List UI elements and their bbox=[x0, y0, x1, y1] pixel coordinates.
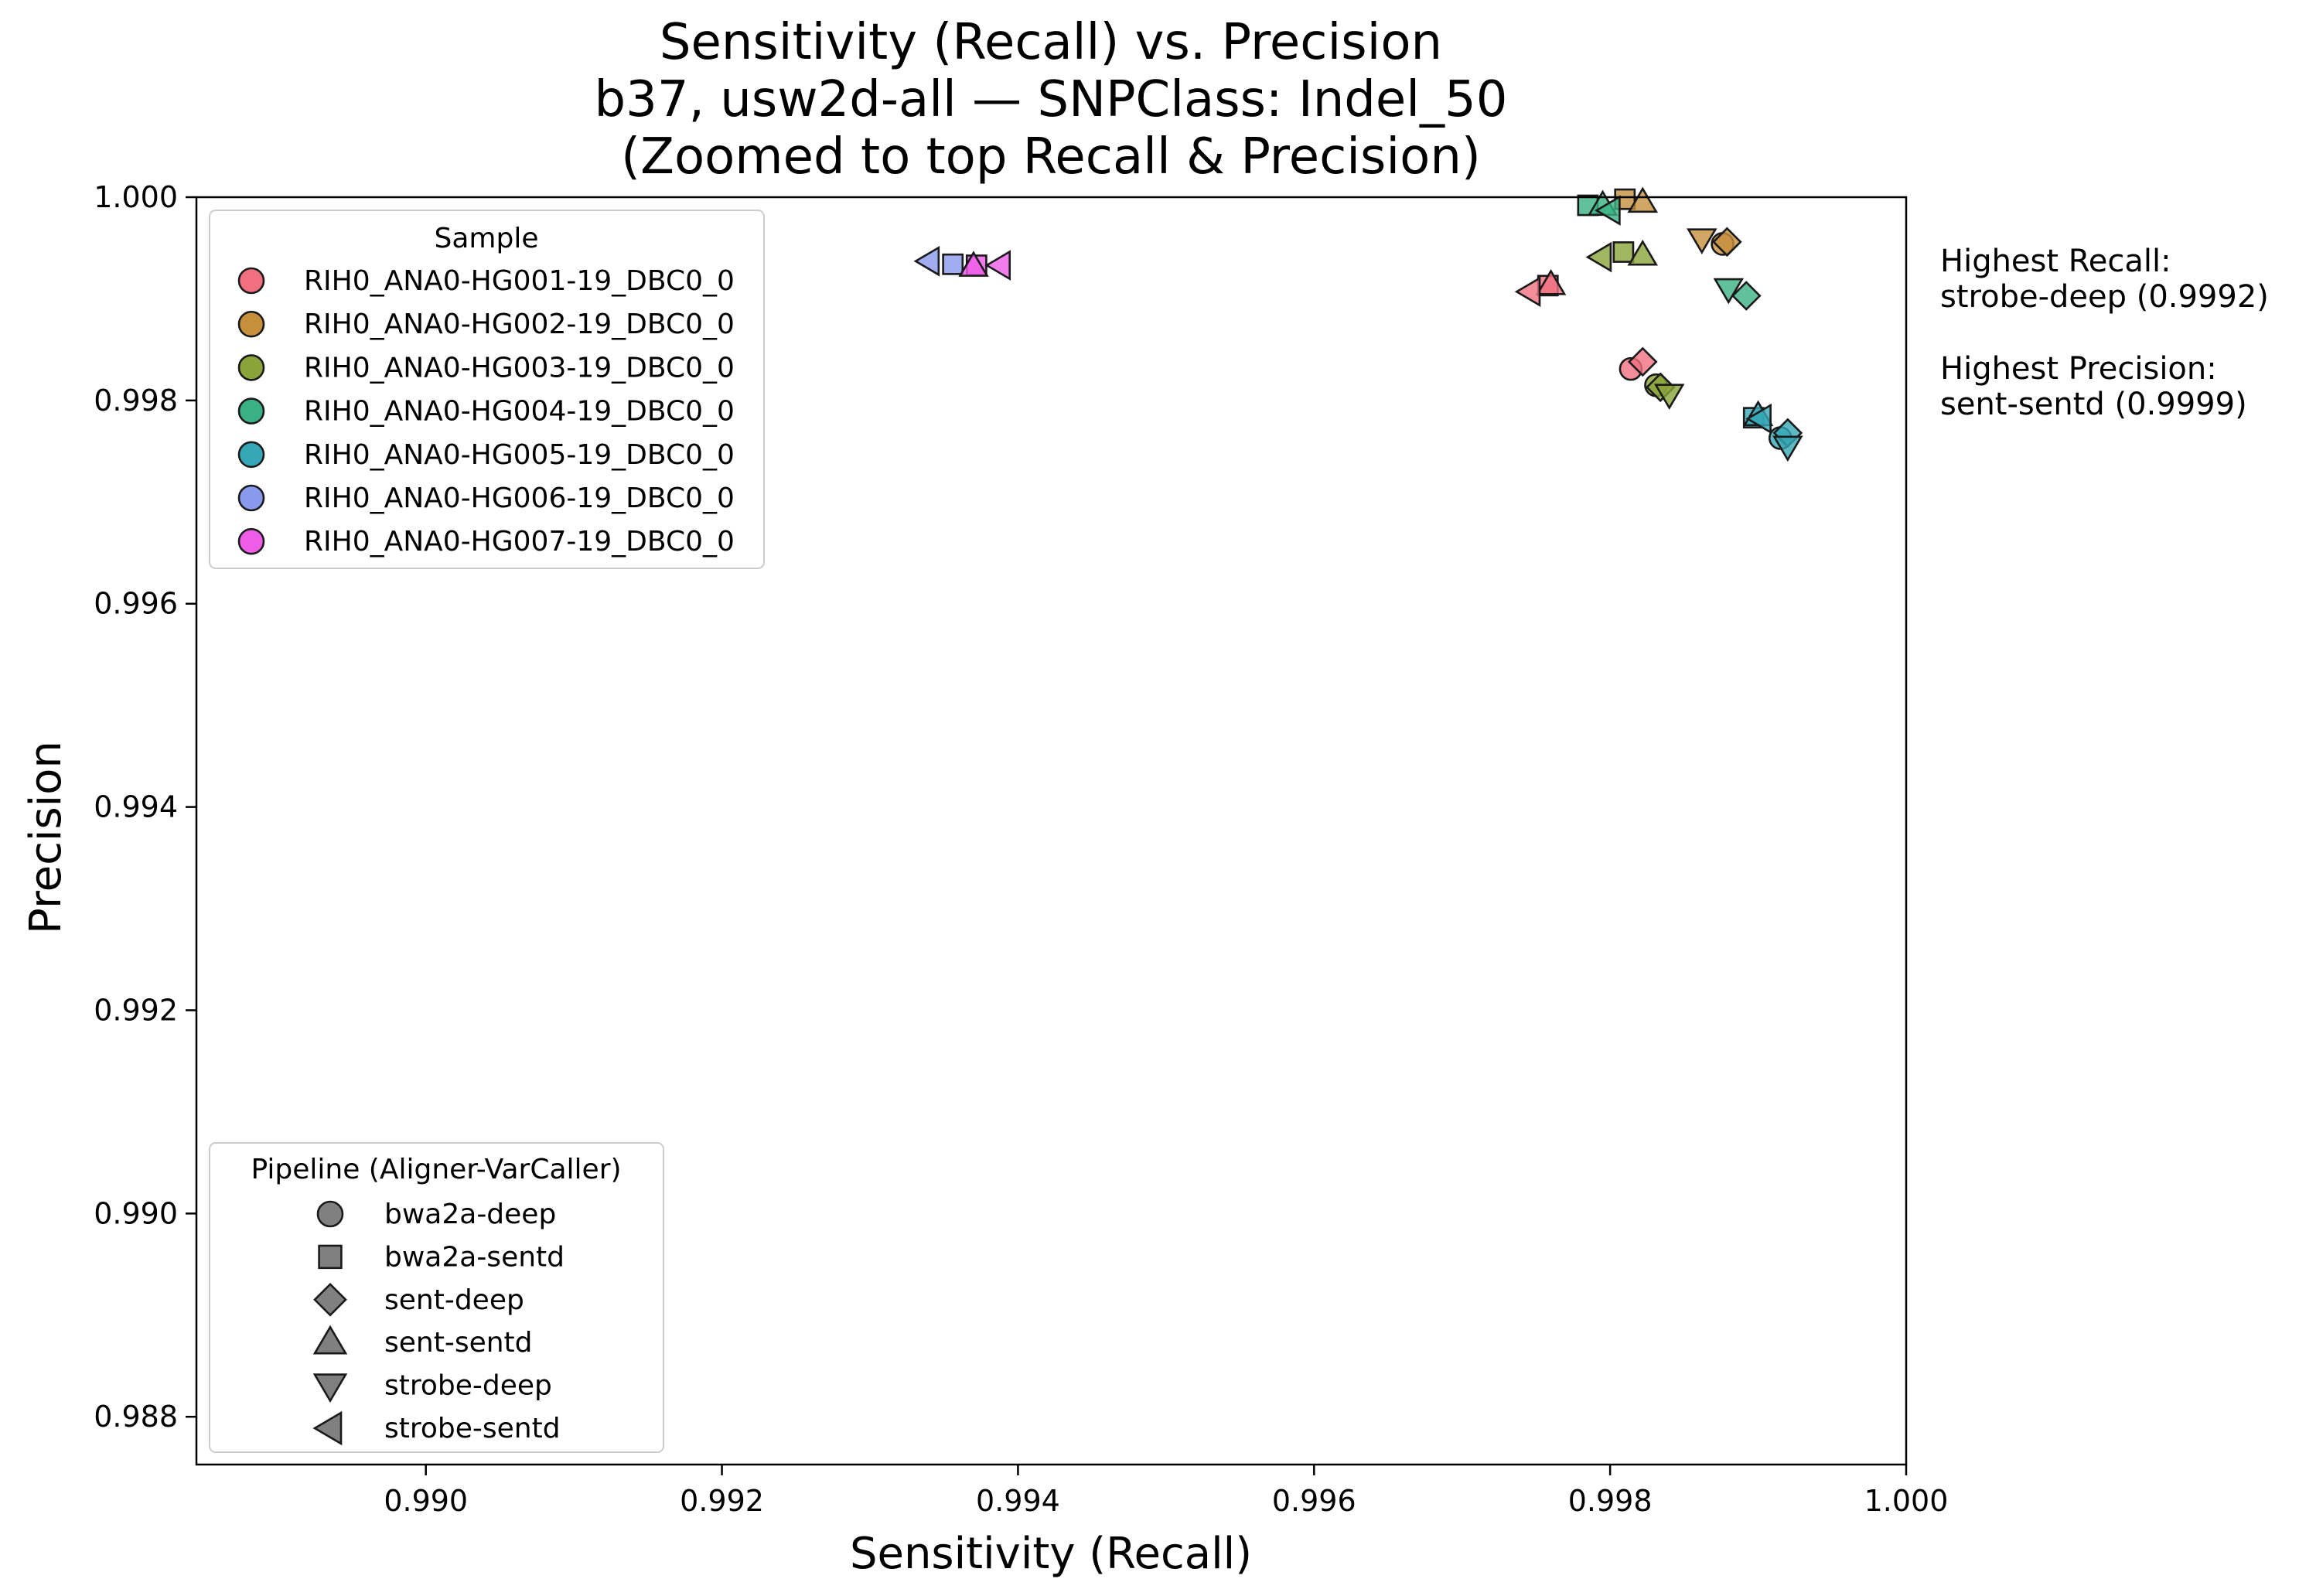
annotation-recall-heading: Highest Recall: bbox=[1940, 244, 2171, 279]
data-point bbox=[1535, 268, 1567, 295]
pipeline-legend-label: bwa2a-sentd bbox=[384, 1241, 565, 1273]
data-point bbox=[1745, 403, 1772, 435]
sample-legend-swatch bbox=[237, 397, 265, 425]
x-axis-label: Sensitivity (Recall) bbox=[850, 1529, 1252, 1579]
chart-subtitle-2: (Zoomed to top Recall & Precision) bbox=[621, 128, 1481, 186]
data-point bbox=[1627, 346, 1658, 377]
pipeline-legend-title: Pipeline (Aligner-VarCaller) bbox=[251, 1154, 621, 1185]
data-point bbox=[958, 251, 989, 277]
data-point bbox=[942, 253, 964, 275]
sample-legend-swatch bbox=[237, 441, 265, 469]
data-point bbox=[1627, 239, 1659, 266]
axis-ticks: 0.990 0.992 0.994 0.996 0.998 1.000 0.988 0.990… bbox=[94, 180, 1948, 1518]
sample-legend-box bbox=[209, 210, 765, 569]
data-point bbox=[1712, 227, 1742, 257]
data-point bbox=[1585, 241, 1612, 273]
x-tick-label: 0.990 bbox=[384, 1484, 468, 1518]
pipeline-legend-label: sent-sentd bbox=[384, 1327, 533, 1359]
annotation-recall-value: strobe-deep (0.9992) bbox=[1940, 279, 2269, 315]
pipeline-legend-marker bbox=[312, 1410, 343, 1446]
sample-legend-swatch bbox=[237, 267, 265, 295]
chart-title: Sensitivity (Recall) vs. Precision bbox=[660, 14, 1442, 71]
sample-legend-items: RIH0_ANA0-HG001-19_DBC0_0 RIH0_ANA0-HG002… bbox=[237, 265, 735, 558]
y-tick-label: 0.994 bbox=[94, 790, 178, 824]
x-tick-label: 0.998 bbox=[1568, 1484, 1653, 1518]
sample-legend-label: RIH0_ANA0-HG004-19_DBC0_0 bbox=[304, 396, 735, 428]
data-points bbox=[913, 186, 1803, 462]
pipeline-legend-marker bbox=[312, 1325, 348, 1355]
sample-legend-label: RIH0_ANA0-HG006-19_DBC0_0 bbox=[304, 483, 735, 514]
pipeline-legend-marker bbox=[312, 1373, 348, 1403]
pipeline-legend-label: strobe-sentd bbox=[384, 1413, 561, 1444]
data-point bbox=[1687, 228, 1717, 254]
pipeline-legend-marker bbox=[318, 1244, 343, 1270]
sample-legend: Sample RIH0_ANA0-HG001-19_DBC0_0RIH0_ANA… bbox=[209, 210, 765, 569]
data-point bbox=[913, 246, 940, 277]
pipeline-legend-label: sent-deep bbox=[384, 1284, 524, 1316]
data-point bbox=[1731, 281, 1762, 311]
data-point bbox=[1595, 195, 1621, 226]
sample-legend-swatch bbox=[237, 484, 265, 512]
plot-frame bbox=[195, 196, 1908, 1466]
sample-legend-label: RIH0_ANA0-HG001-19_DBC0_0 bbox=[304, 265, 735, 297]
data-point bbox=[984, 250, 1011, 281]
data-point bbox=[1653, 384, 1685, 411]
sample-legend-label: RIH0_ANA0-HG003-19_DBC0_0 bbox=[304, 352, 735, 384]
x-tick-label: 0.992 bbox=[680, 1484, 764, 1518]
sample-legend-title: Sample bbox=[435, 223, 539, 254]
y-tick-label: 0.992 bbox=[94, 993, 178, 1027]
sample-legend-swatch bbox=[237, 310, 265, 338]
annotation-precision-value: sent-sentd (0.9999) bbox=[1940, 387, 2247, 422]
chart-subtitle: b37, usw2d-all — SNPClass: Indel_50 bbox=[595, 71, 1508, 128]
sample-legend-swatch bbox=[237, 354, 265, 381]
y-tick-label: 0.988 bbox=[94, 1400, 178, 1434]
pipeline-legend-items: bwa2a-deep bwa2a-sentd sent-deep sent-sentd… bbox=[312, 1199, 565, 1446]
annotation-precision-heading: Highest Precision: bbox=[1940, 351, 2217, 387]
data-point bbox=[1627, 186, 1659, 213]
x-tick-label: 0.994 bbox=[976, 1484, 1060, 1518]
y-tick-label: 0.998 bbox=[94, 384, 178, 418]
y-tick-label: 1.000 bbox=[94, 180, 178, 214]
y-tick-label: 0.996 bbox=[94, 587, 178, 621]
y-axis-label: Precision bbox=[21, 741, 71, 934]
data-point bbox=[1772, 435, 1803, 462]
data-point bbox=[1514, 276, 1541, 308]
sample-legend-label: RIH0_ANA0-HG005-19_DBC0_0 bbox=[304, 439, 735, 471]
data-point bbox=[1713, 278, 1745, 305]
sample-legend-label: RIH0_ANA0-HG002-19_DBC0_0 bbox=[304, 309, 735, 340]
data-point bbox=[1612, 241, 1635, 263]
pipeline-legend: Pipeline (Aligner-VarCaller) bwa2a-deepb… bbox=[209, 1142, 664, 1453]
pipeline-legend-marker bbox=[313, 1282, 347, 1317]
pipeline-legend-label: strobe-deep bbox=[384, 1370, 552, 1402]
pipeline-legend-marker bbox=[316, 1200, 344, 1228]
sample-legend-label: RIH0_ANA0-HG007-19_DBC0_0 bbox=[304, 526, 735, 558]
x-tick-label: 1.000 bbox=[1864, 1484, 1949, 1518]
sample-legend-swatch bbox=[237, 527, 265, 555]
x-tick-label: 0.996 bbox=[1272, 1484, 1356, 1518]
y-tick-label: 0.990 bbox=[94, 1196, 178, 1230]
pipeline-legend-label: bwa2a-deep bbox=[384, 1199, 556, 1230]
best-annotation: Highest Recall: strobe-deep (0.9992) Hig… bbox=[1940, 244, 2269, 422]
